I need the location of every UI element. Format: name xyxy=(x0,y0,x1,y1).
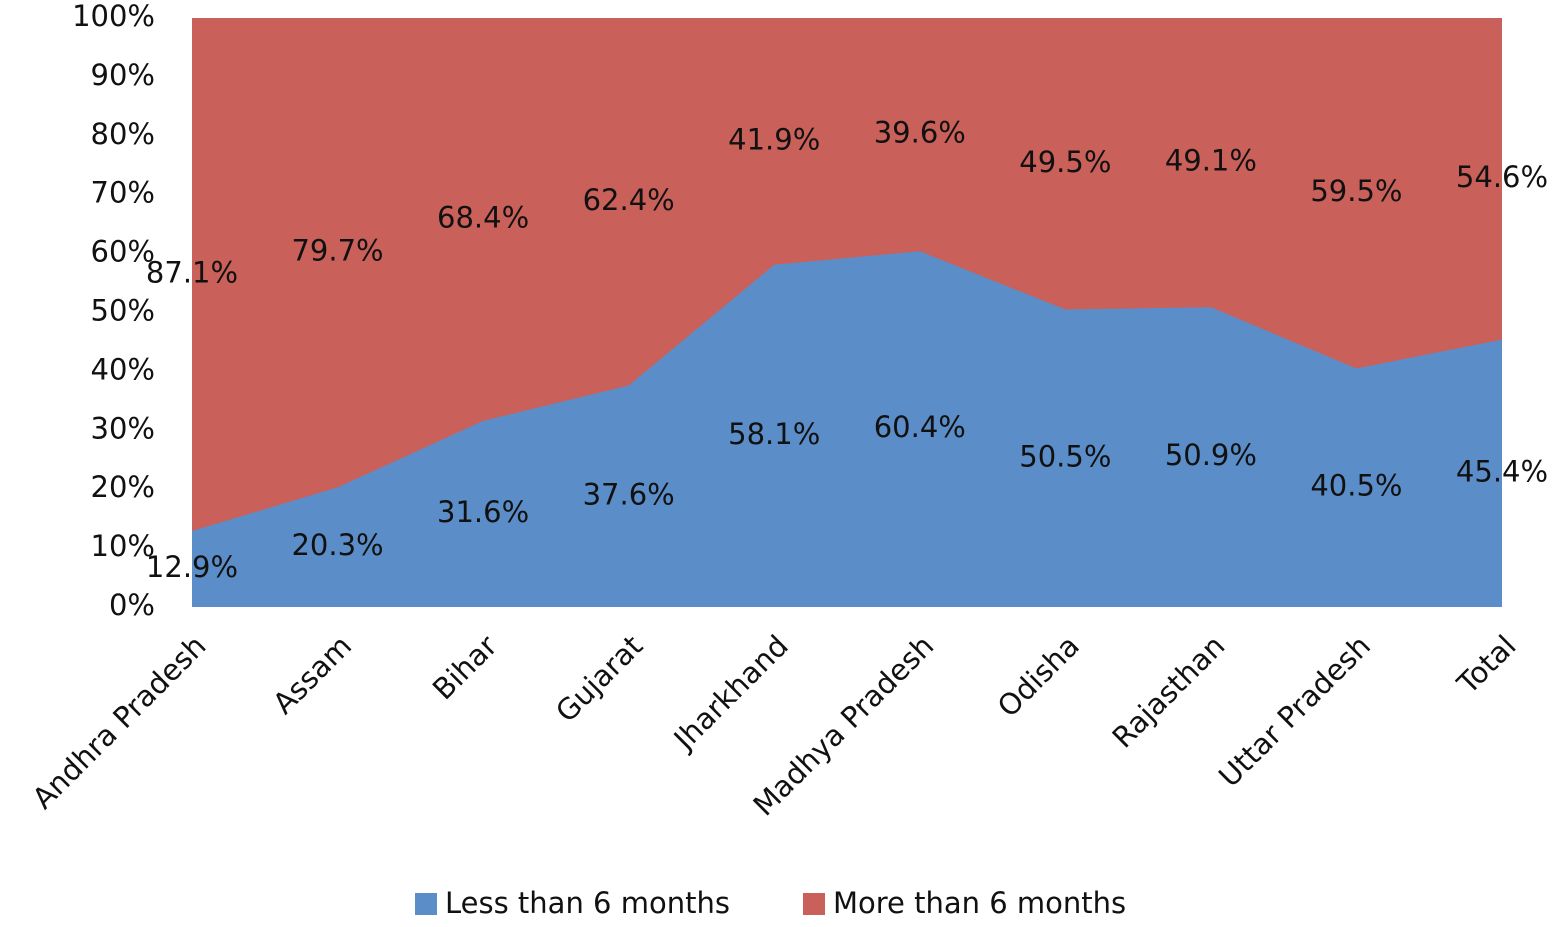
data-label: 68.4% xyxy=(437,200,529,234)
data-label: 60.4% xyxy=(874,410,966,444)
data-label: 59.5% xyxy=(1310,174,1402,208)
data-label: 37.6% xyxy=(583,477,675,511)
legend-label: More than 6 months xyxy=(833,886,1126,920)
y-tick-label: 70% xyxy=(91,176,155,210)
y-tick-label: 80% xyxy=(91,117,155,151)
data-label: 87.1% xyxy=(146,256,238,290)
x-tick-label: Rajasthan xyxy=(1106,629,1232,755)
y-tick-label: 40% xyxy=(91,352,155,386)
x-tick-label: Jharkhand xyxy=(666,629,795,758)
y-tick-label: 20% xyxy=(91,470,155,504)
x-tick-label: Uttar Pradesh xyxy=(1212,629,1377,794)
data-label: 31.6% xyxy=(437,495,529,529)
data-label: 39.6% xyxy=(874,116,966,150)
y-tick-label: 30% xyxy=(91,411,155,445)
area xyxy=(192,251,1502,607)
data-label: 49.5% xyxy=(1019,145,1111,179)
data-label: 20.3% xyxy=(291,528,383,562)
legend-swatch xyxy=(415,893,437,915)
data-label: 45.4% xyxy=(1456,454,1548,488)
y-tick-label: 10% xyxy=(91,529,155,563)
x-tick-label: Bihar xyxy=(426,629,504,707)
y-tick-label: 50% xyxy=(91,294,155,328)
data-label: 50.5% xyxy=(1019,439,1111,473)
legend-label: Less than 6 months xyxy=(445,886,730,920)
data-label: 58.1% xyxy=(728,417,820,451)
x-tick-label: Andhra Pradesh xyxy=(26,629,213,816)
y-tick-label: 100% xyxy=(72,0,155,33)
x-tick-label: Gujarat xyxy=(549,629,649,729)
x-tick-label: Odisha xyxy=(991,629,1086,724)
legend-swatch xyxy=(803,893,825,915)
x-tick-label: Total xyxy=(1450,629,1523,702)
data-label: 41.9% xyxy=(728,122,820,156)
data-label: 50.9% xyxy=(1165,438,1257,472)
y-tick-label: 0% xyxy=(109,588,155,622)
data-label: 49.1% xyxy=(1165,144,1257,178)
data-label: 40.5% xyxy=(1310,469,1402,503)
data-label: 79.7% xyxy=(291,234,383,268)
y-tick-label: 60% xyxy=(91,235,155,269)
y-tick-label: 90% xyxy=(91,58,155,92)
data-label: 62.4% xyxy=(583,183,675,217)
data-label: 54.6% xyxy=(1456,160,1548,194)
x-tick-label: Assam xyxy=(266,629,358,721)
data-label: 12.9% xyxy=(146,550,238,584)
